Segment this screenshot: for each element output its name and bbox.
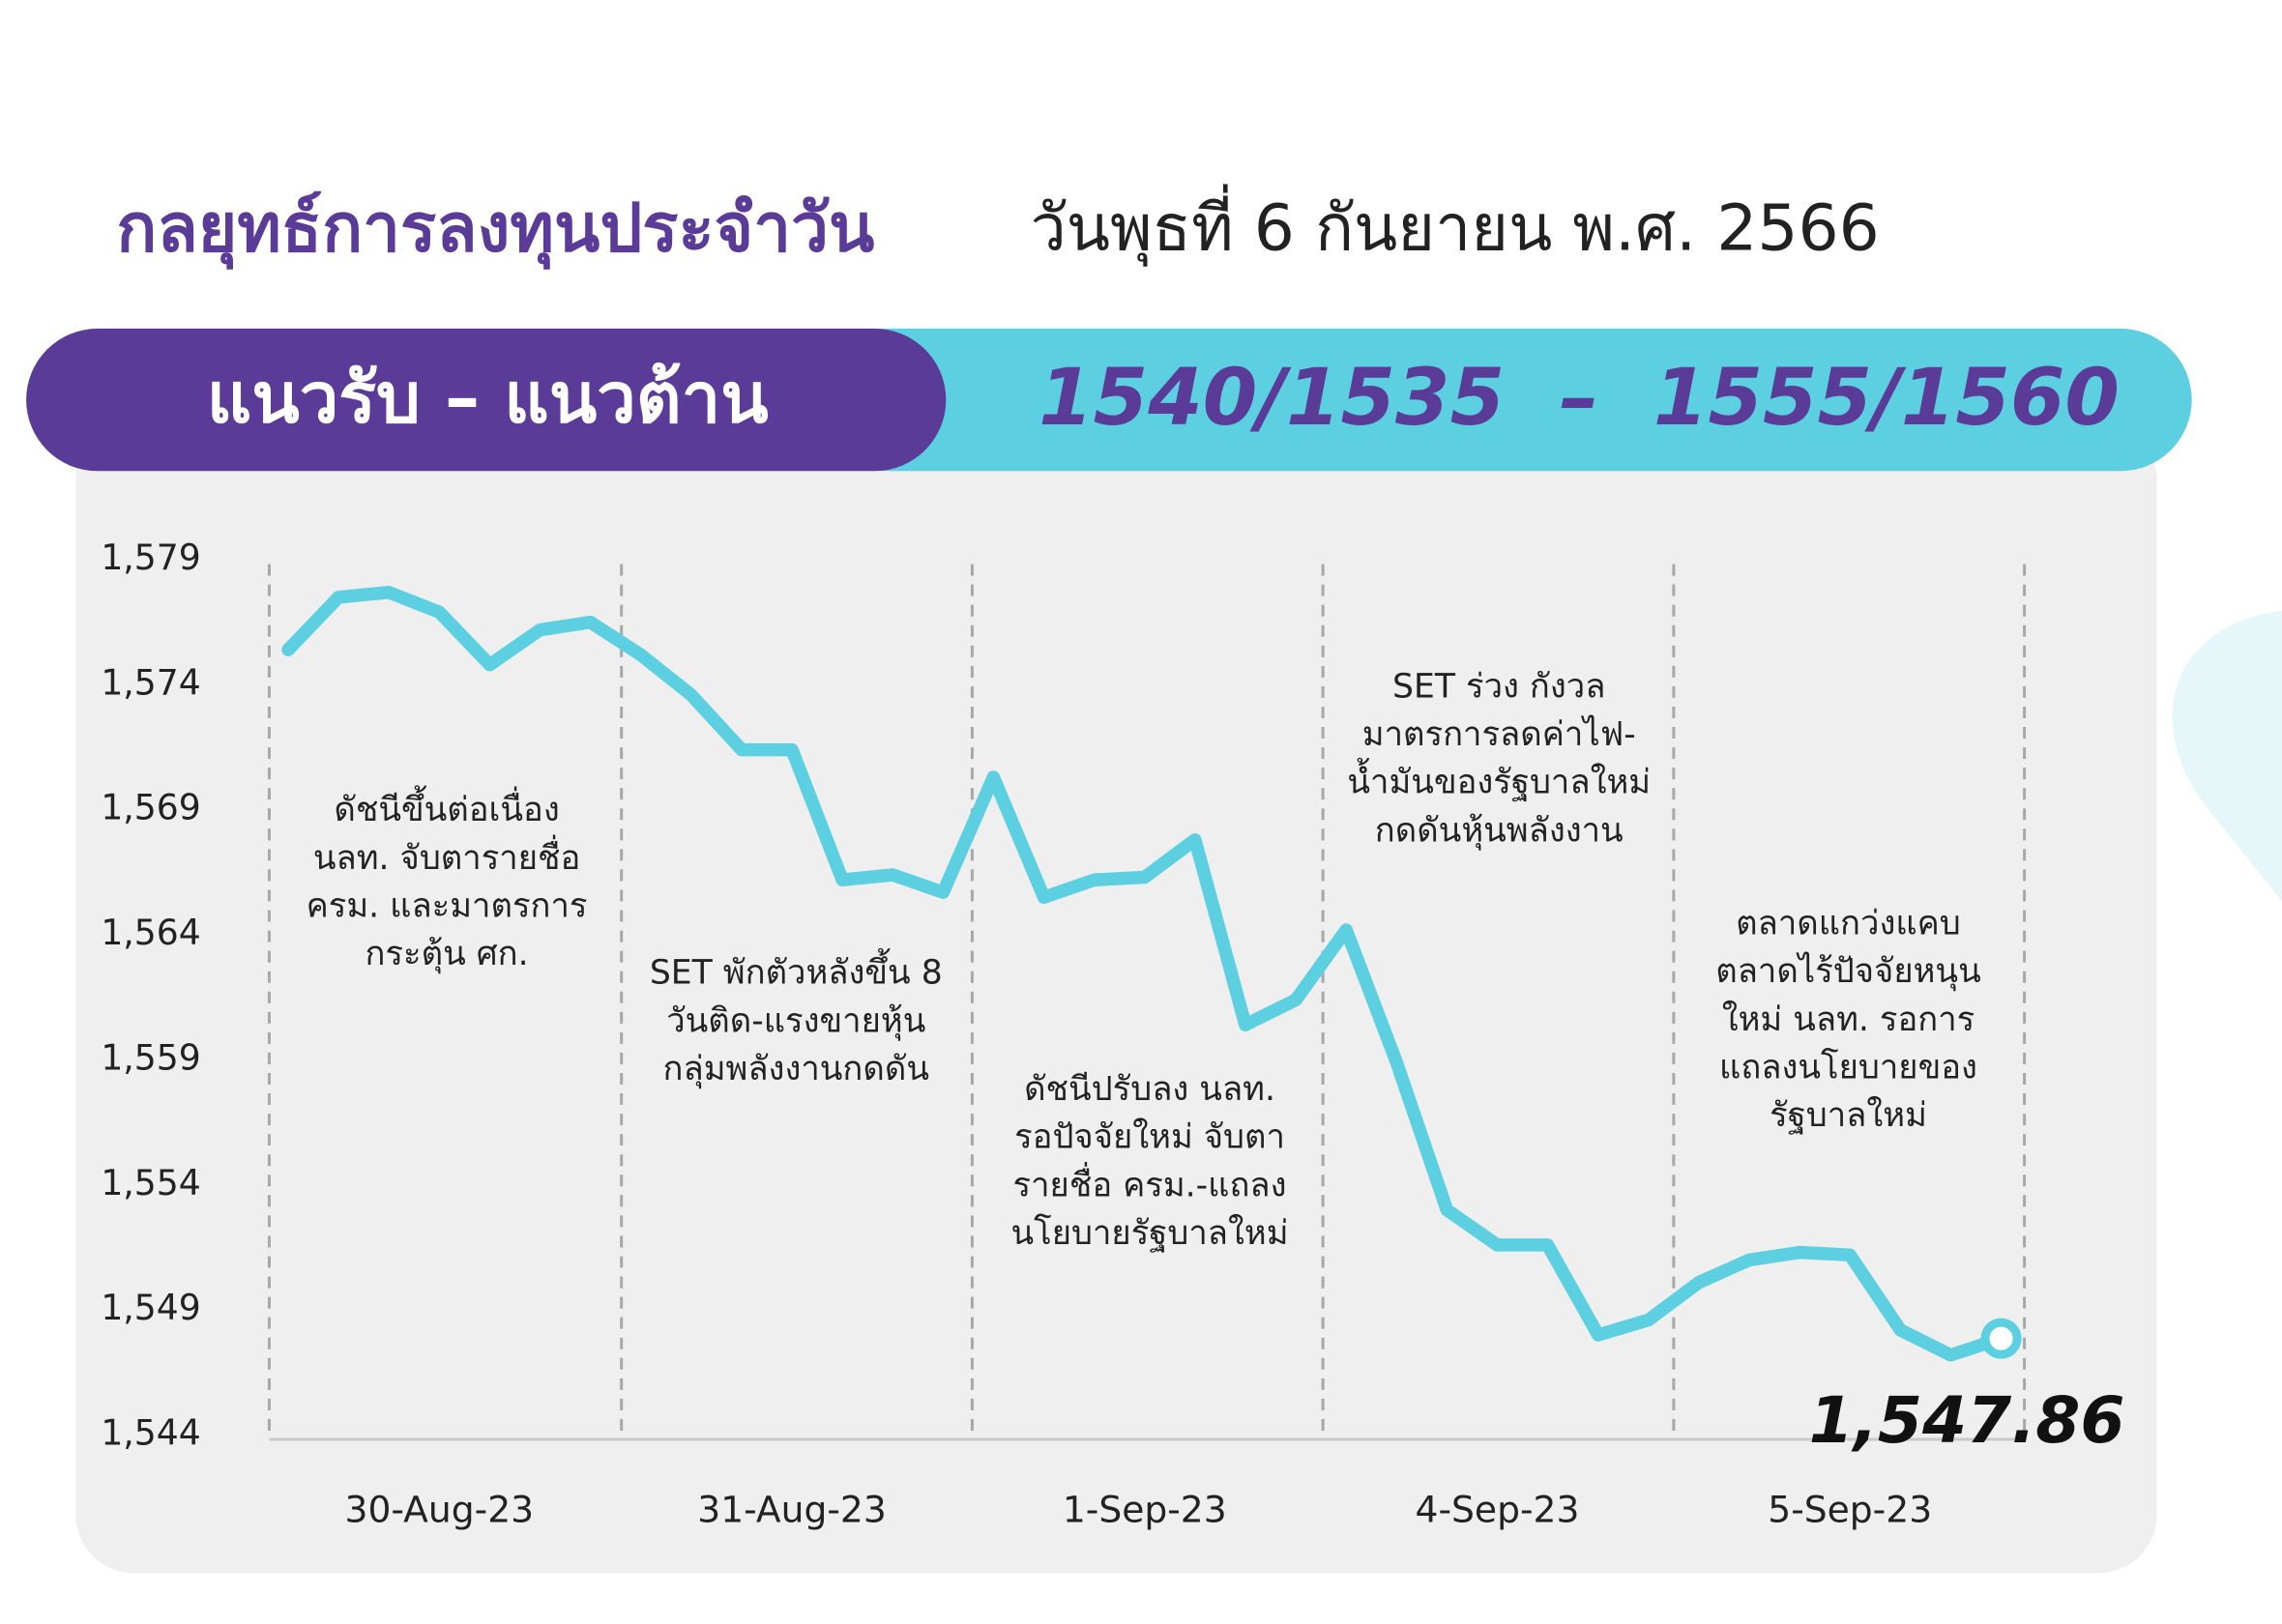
y-tick-label: 1,574: [101, 661, 200, 703]
annotation: วันติด-แรงขายหุ้น: [666, 1001, 925, 1040]
banner-right: [814, 328, 2192, 472]
y-tick-label: 1,544: [101, 1411, 200, 1453]
y-tick-label: 1,579: [101, 536, 200, 578]
value-label: 1,547.86: [1809, 1383, 2125, 1458]
annotation: ดัชนีขึ้นต่อเนื่อง: [334, 785, 559, 829]
banner-levels: 1540/1535 – 1555/1560: [1039, 353, 2120, 444]
y-tick-label: 1,554: [101, 1162, 200, 1204]
annotation: ครม. และมาตรการ: [307, 887, 588, 926]
annotation: แถลงนโยบายของ: [1719, 1047, 1977, 1087]
y-tick-label: 1,549: [101, 1287, 200, 1328]
annotation: นโยบายรัฐบาลใหม่: [1011, 1213, 1289, 1253]
y-tick-label: 1,569: [101, 787, 200, 828]
x-tick-label: 5-Sep-23: [1768, 1489, 1932, 1531]
x-tick-label: 30-Aug-23: [345, 1489, 535, 1531]
annotation: กลุ่มพลังงานกดดัน: [663, 1050, 929, 1088]
chart-panel: [75, 421, 2157, 1574]
title: กลยุทธ์การลงทุนประจำวัน: [116, 190, 874, 271]
x-tick-label: 4-Sep-23: [1416, 1489, 1580, 1531]
annotation: มาตรการลดค่าไฟ-: [1362, 714, 1636, 754]
x-tick-label: 31-Aug-23: [697, 1489, 887, 1531]
annotation: กระตุ้น ศก.: [365, 935, 528, 973]
banner-label: แนวรับ – แนวต้าน: [207, 359, 769, 440]
y-tick-label: 1,564: [101, 912, 200, 953]
banner-left: [26, 328, 947, 472]
day-separators: [267, 564, 2027, 1439]
date: วันพุธที่ 6 กันยายน พ.ศ. 2566: [1031, 184, 1880, 268]
last-point: [1980, 1318, 2022, 1359]
annotation: SET พักตัวหลังขึ้น 8: [650, 948, 943, 993]
annotation: ใหม่ นลท. รอการ: [1722, 1000, 1975, 1039]
annotation: SET ร่วง กังวล: [1392, 667, 1605, 706]
annotation: ตลาดไร้ปัจจัยหนุน: [1715, 951, 1981, 991]
y-tick-label: 1,559: [101, 1036, 200, 1078]
decoration: [2172, 610, 2282, 902]
annotation: ดัชนีปรับลง นลท.: [1024, 1070, 1275, 1109]
annotation: กดดันหุ้นพลังงาน: [1375, 811, 1624, 850]
annotation: ตลาดแกว่งแคบ: [1736, 905, 1961, 943]
data-line: [281, 585, 2008, 1362]
x-tick-label: 1-Sep-23: [1063, 1489, 1227, 1531]
annotation: น้ำมันของรัฐบาลใหม่: [1347, 758, 1651, 802]
annotation: รอปัจจัยใหม่ จับตา: [1014, 1118, 1285, 1157]
annotation: รัฐบาลใหม่: [1770, 1096, 1927, 1135]
annotation: นลท. จับตารายชื่อ: [313, 834, 580, 878]
annotation: รายชื่อ ครม.-แถลง: [1013, 1161, 1287, 1204]
